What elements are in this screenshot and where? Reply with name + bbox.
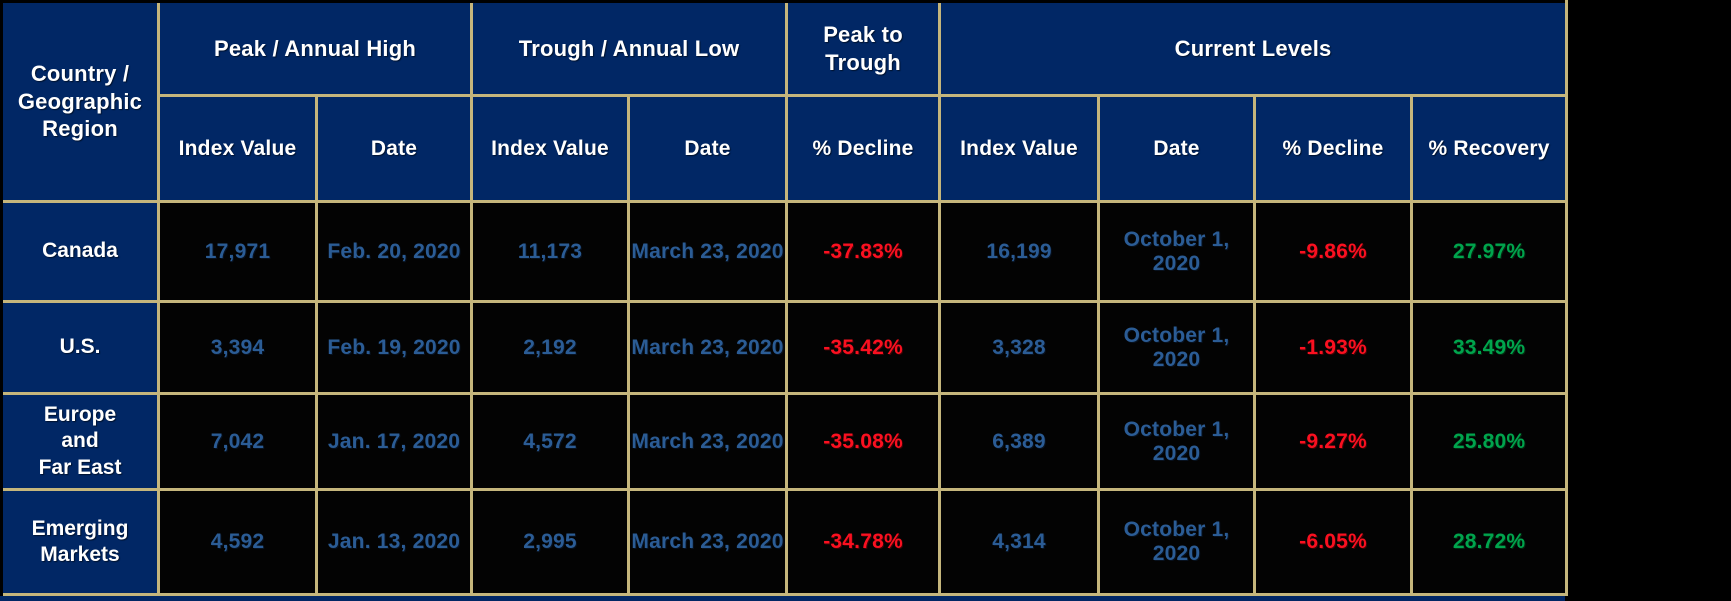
market-performance-table: Country / Geographic Region Peak / Annua… <box>0 0 1569 596</box>
current-recovery: 33.49% <box>1410 300 1569 395</box>
peak-date: Jan. 17, 2020 <box>314 392 474 491</box>
current-decline: -1.93% <box>1253 300 1414 395</box>
trough-index-value: 2,995 <box>470 488 631 596</box>
region-label: Europe and Far East <box>0 392 160 491</box>
region-label-line: U.S. <box>59 335 101 359</box>
table-row-europe-far-east: Europe and Far East 7,042 Jan. 17, 2020 … <box>0 392 1569 491</box>
peak-index-value: 4,592 <box>157 488 318 596</box>
current-decline: -6.05% <box>1253 488 1414 596</box>
region-label-line: Emerging <box>31 516 129 540</box>
trough-date: March 23, 2020 <box>627 392 789 491</box>
region-label: U.S. <box>0 300 160 395</box>
current-date: October 1, 2020 <box>1097 488 1257 596</box>
peak-index-value-header: Index Value <box>157 94 318 203</box>
current-index-value: 3,328 <box>938 300 1101 395</box>
region-label-line: and <box>61 429 99 453</box>
trough-date: March 23, 2020 <box>627 488 789 596</box>
region-label-line: Far East <box>38 455 122 479</box>
current-recovery: 28.72% <box>1410 488 1569 596</box>
trough-date-header: Date <box>627 94 789 203</box>
peak-date: Feb. 20, 2020 <box>314 200 474 303</box>
peak-to-trough-decline: -35.08% <box>785 392 942 491</box>
trough-group-header: Trough / Annual Low <box>470 0 789 97</box>
peak-to-trough-header-line: Peak to <box>823 22 903 47</box>
peak-to-trough-group-header: Peak to Trough <box>785 0 942 97</box>
current-date: October 1, 2020 <box>1097 200 1257 303</box>
current-date: October 1, 2020 <box>1097 392 1257 491</box>
peak-date-header: Date <box>314 94 474 203</box>
current-index-value: 6,389 <box>938 392 1101 491</box>
peak-index-value: 3,394 <box>157 300 318 395</box>
cutoff-next-row-sliver <box>0 596 1565 601</box>
table-top-edge <box>0 0 1565 3</box>
trough-index-value-header: Index Value <box>470 94 631 203</box>
peak-date: Feb. 19, 2020 <box>314 300 474 395</box>
sub-header-row: Index Value Date Index Value Date % Decl… <box>2 94 1569 203</box>
peak-to-trough-decline: -35.42% <box>785 300 942 395</box>
current-date: October 1, 2020 <box>1097 300 1257 395</box>
current-index-value: 4,314 <box>938 488 1101 596</box>
trough-index-value: 4,572 <box>470 392 631 491</box>
region-header-line: Region <box>42 116 118 142</box>
peak-to-trough-decline: -37.83% <box>785 200 942 303</box>
current-recovery: 27.97% <box>1410 200 1569 303</box>
current-decline: -9.27% <box>1253 392 1414 491</box>
region-header-line: Geographic <box>17 88 143 114</box>
peak-to-trough-decline: -34.78% <box>785 488 942 596</box>
peak-date: Jan. 13, 2020 <box>314 488 474 596</box>
current-index-value-header: Index Value <box>938 94 1101 203</box>
region-label-line: Europe <box>43 403 117 427</box>
region-label-line: Canada <box>42 239 118 263</box>
current-decline: -9.86% <box>1253 200 1414 303</box>
trough-index-value: 2,192 <box>470 300 631 395</box>
region-label: Canada <box>0 200 160 303</box>
region-label: Emerging Markets <box>0 488 160 596</box>
current-recovery: 25.80% <box>1410 392 1569 491</box>
group-header-row: Country / Geographic Region Peak / Annua… <box>0 0 1569 203</box>
trough-date: March 23, 2020 <box>627 300 789 395</box>
current-levels-group-header: Current Levels <box>938 0 1569 97</box>
peak-to-trough-decline-header: % Decline <box>785 94 942 203</box>
peak-index-value: 17,971 <box>157 200 318 303</box>
region-header-line: Country / <box>30 61 130 87</box>
trough-date: March 23, 2020 <box>627 200 789 303</box>
current-decline-header: % Decline <box>1253 94 1414 203</box>
peak-index-value: 7,042 <box>157 392 318 491</box>
table-row-us: U.S. 3,394 Feb. 19, 2020 2,192 March 23,… <box>0 300 1569 395</box>
current-recovery-header: % Recovery <box>1410 94 1569 203</box>
current-date-header: Date <box>1097 94 1257 203</box>
table-row-canada: Canada 17,971 Feb. 20, 2020 11,173 March… <box>0 200 1569 303</box>
table-row-emerging-markets: Emerging Markets 4,592 Jan. 13, 2020 2,9… <box>0 488 1569 596</box>
region-column-header: Country / Geographic Region <box>0 0 160 203</box>
peak-to-trough-header-line: Trough <box>825 49 901 75</box>
table-left-edge <box>0 0 3 596</box>
current-index-value: 16,199 <box>938 200 1101 303</box>
peak-group-header: Peak / Annual High <box>156 0 474 97</box>
trough-index-value: 11,173 <box>470 200 631 303</box>
region-label-line: Markets <box>40 543 120 566</box>
